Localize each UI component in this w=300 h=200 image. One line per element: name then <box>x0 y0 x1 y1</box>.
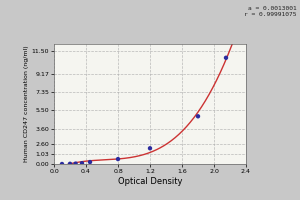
Point <box>80 162 84 165</box>
Point <box>73 162 78 165</box>
Point <box>68 162 72 165</box>
Point <box>60 162 64 166</box>
Point <box>88 160 92 164</box>
Y-axis label: Human CD247 concentration (ng/ml): Human CD247 concentration (ng/ml) <box>24 46 29 162</box>
Point <box>148 147 152 150</box>
Point <box>116 157 120 161</box>
X-axis label: Optical Density: Optical Density <box>118 177 182 186</box>
Point <box>224 56 228 59</box>
Point <box>196 115 200 118</box>
Text: a = 0.0013001
r = 0.99991075: a = 0.0013001 r = 0.99991075 <box>244 6 297 17</box>
